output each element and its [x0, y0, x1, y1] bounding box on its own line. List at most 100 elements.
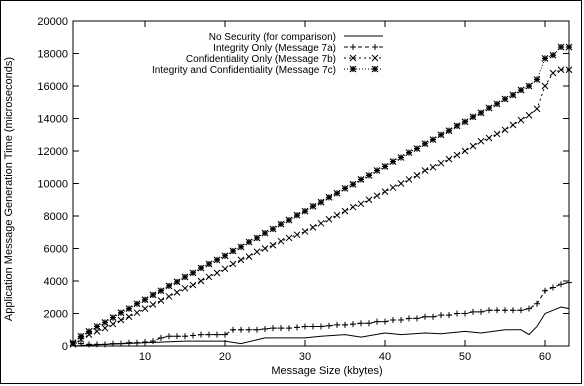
y-tick-label: 18000 — [37, 49, 68, 61]
data-point-cross — [565, 66, 573, 74]
data-point-plus — [206, 331, 212, 338]
data-point-plus — [94, 341, 100, 348]
data-point-plus — [534, 300, 540, 307]
data-point-star — [277, 220, 285, 228]
data-point-cross — [245, 253, 253, 260]
x-axis-label: Message Size (kbytes) — [271, 365, 382, 377]
data-point-star — [405, 149, 413, 157]
data-point-cross — [165, 293, 173, 300]
data-point-cross — [101, 324, 109, 332]
series-3 — [69, 66, 573, 348]
data-point-star — [533, 76, 541, 83]
data-point-plus — [118, 340, 124, 347]
data-point-plus — [270, 325, 276, 332]
data-point-plus — [134, 339, 140, 346]
data-point-star — [397, 154, 405, 161]
y-tick-label: 6000 — [44, 244, 68, 256]
data-point-cross — [477, 137, 485, 145]
data-point-plus — [526, 305, 532, 312]
data-point-plus — [286, 325, 292, 332]
data-point-star — [301, 207, 309, 215]
data-point-cross — [517, 116, 525, 124]
legend-label: No Security (for comparison) — [209, 32, 336, 43]
series-4 — [69, 43, 573, 347]
data-point-star — [229, 247, 237, 255]
data-point-cross — [181, 284, 189, 292]
x-tick-label: 40 — [379, 351, 391, 363]
data-point-star — [125, 305, 133, 313]
data-point-plus — [518, 307, 524, 314]
data-point-plus — [326, 322, 332, 329]
data-point-star — [253, 234, 261, 242]
data-point-star — [437, 131, 445, 139]
data-point-star — [245, 238, 253, 246]
data-point-cross — [493, 130, 501, 138]
data-point-star — [325, 193, 333, 201]
data-point-cross — [549, 69, 557, 77]
legend: No Security (for comparison)Integrity On… — [152, 32, 383, 76]
data-point-star — [517, 86, 525, 94]
data-point-star — [341, 184, 349, 192]
data-point-star — [157, 287, 165, 295]
data-point-star — [445, 127, 453, 135]
data-point-cross — [357, 200, 365, 208]
data-point-cross — [389, 184, 397, 191]
data-point-star — [421, 140, 429, 148]
y-tick-label: 2000 — [44, 309, 68, 321]
x-tick-label: 50 — [459, 351, 471, 363]
data-point-star — [429, 136, 437, 144]
data-point-plus — [198, 331, 204, 338]
data-point-plus — [558, 281, 564, 288]
data-point-plus — [372, 44, 378, 50]
data-point-cross — [373, 192, 381, 200]
data-point-plus — [254, 326, 260, 333]
data-point-plus — [454, 310, 460, 317]
data-point-star — [77, 332, 85, 340]
data-point-star — [357, 176, 365, 183]
data-point-star — [453, 122, 461, 130]
data-point-cross — [509, 121, 517, 129]
data-point-plus — [262, 325, 268, 332]
data-point-plus — [238, 326, 244, 333]
data-point-plus — [174, 333, 180, 340]
data-point-cross — [149, 301, 157, 308]
data-point-star — [181, 273, 189, 281]
data-point-plus — [566, 279, 572, 286]
data-point-plus — [430, 313, 436, 320]
data-point-plus — [358, 320, 364, 327]
data-point-cross — [405, 176, 413, 183]
data-point-star — [469, 113, 477, 121]
data-point-plus — [382, 318, 388, 325]
y-tick-label: 4000 — [44, 276, 68, 288]
data-point-cross — [557, 66, 565, 74]
data-point-plus — [398, 317, 404, 323]
data-point-star — [293, 211, 301, 219]
data-point-plus — [486, 307, 492, 314]
data-point-star — [237, 243, 245, 251]
data-point-cross — [371, 54, 379, 62]
data-point-cross — [453, 151, 461, 159]
data-point-cross — [253, 248, 261, 256]
data-point-star — [493, 100, 501, 108]
legend-label: Integrity and Confidentiality (Message 7… — [152, 65, 336, 76]
data-point-star — [565, 43, 573, 51]
y-axis-label: Application Message Generation Time (mic… — [3, 57, 15, 321]
series-1 — [72, 306, 570, 347]
x-tick-label: 60 — [539, 351, 551, 363]
data-point-plus — [478, 308, 484, 315]
data-point-cross — [381, 188, 389, 195]
data-point-star — [205, 260, 213, 268]
data-point-cross — [293, 231, 301, 239]
y-tick-label: 16000 — [37, 81, 68, 93]
data-point-star — [317, 198, 325, 206]
data-point-cross — [333, 211, 341, 219]
data-point-plus — [334, 321, 340, 328]
data-point-cross — [261, 245, 269, 252]
data-point-plus — [190, 332, 196, 339]
data-point-star — [149, 291, 157, 299]
data-point-plus — [414, 315, 420, 322]
data-point-cross — [109, 320, 117, 328]
legend-label: Confidentiality Only (Message 7b) — [186, 54, 336, 65]
